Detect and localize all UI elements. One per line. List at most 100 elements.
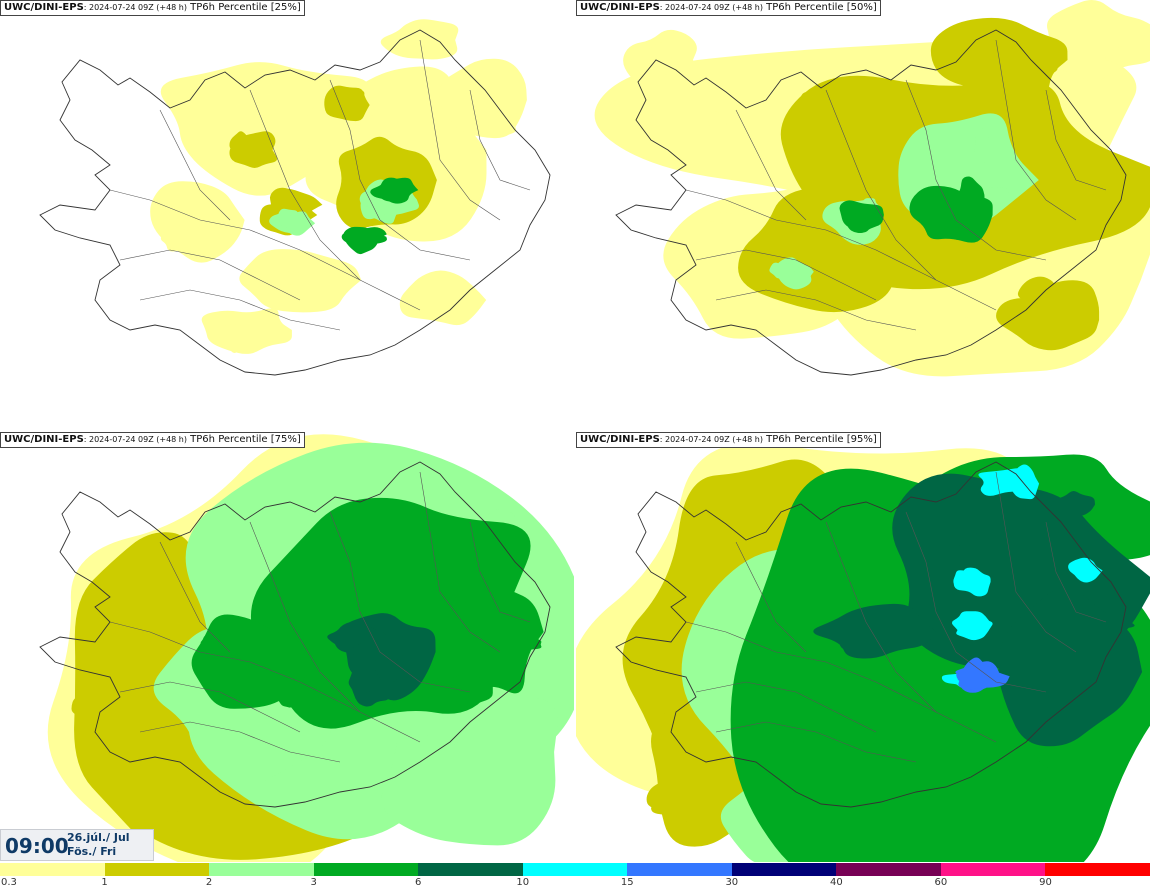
precip-area	[839, 640, 875, 654]
precip-area	[1035, 63, 1058, 75]
road-line	[735, 541, 807, 653]
legend-tick-label: 0.3	[1, 877, 17, 888]
precip-area	[381, 670, 558, 846]
legend-swatch	[313, 863, 419, 876]
precip-area	[285, 211, 316, 236]
precip-area	[282, 270, 300, 285]
precip-area	[121, 567, 148, 596]
panel-title: UWC/DINI-EPS: 2024-07-24 09Z (+48 h) TP6…	[576, 0, 881, 16]
color-legend-bar	[0, 863, 1150, 876]
precip-area	[1049, 167, 1077, 180]
road-line	[159, 109, 231, 221]
road-line	[419, 39, 501, 221]
precip-area	[683, 805, 724, 834]
precip-area	[275, 677, 298, 708]
road-line	[329, 511, 471, 693]
road-line	[139, 289, 341, 331]
legend-swatch	[209, 863, 314, 876]
precip-area	[71, 694, 115, 717]
precip-area	[957, 176, 985, 215]
coastline	[39, 29, 551, 376]
precip-area	[373, 657, 406, 683]
legend-swatch	[522, 863, 628, 876]
precip-area	[1096, 614, 1136, 629]
legend-swatch	[627, 863, 732, 876]
precip-area	[953, 530, 989, 547]
legend-tick-label: 2	[205, 877, 213, 888]
legend-swatch	[836, 863, 941, 876]
precip-area	[956, 619, 993, 641]
road-line	[469, 89, 531, 191]
road-line	[469, 521, 531, 623]
panel-title: UWC/DINI-EPS: 2024-07-24 09Z (+48 h) TP6…	[0, 0, 305, 16]
precip-area	[998, 587, 1143, 747]
legend-tick-label: 1	[101, 877, 108, 888]
road-line	[825, 89, 937, 281]
road-line	[1045, 521, 1107, 623]
precip-area	[486, 109, 517, 136]
precip-area	[651, 797, 684, 815]
precip-area	[348, 668, 370, 697]
road-line	[249, 521, 361, 713]
road-line	[905, 511, 1047, 693]
precip-area	[1055, 688, 1076, 713]
precip-area	[695, 514, 726, 539]
road-line	[735, 109, 807, 221]
road-line	[905, 79, 1047, 261]
precip-area	[996, 280, 1100, 351]
precip-area	[769, 262, 796, 280]
precip-map-p50	[576, 0, 1150, 430]
coastline	[39, 461, 551, 808]
legend-swatch	[731, 863, 837, 876]
road-line	[249, 89, 361, 281]
valid-time-hour: 09:00	[5, 834, 69, 858]
precip-area	[1105, 46, 1135, 66]
coastline	[615, 461, 1127, 808]
precip-area	[491, 637, 542, 652]
precip-area	[849, 216, 881, 228]
precip-area	[957, 665, 999, 690]
precip-area	[352, 639, 379, 660]
precip-area	[1051, 490, 1095, 517]
road-line	[109, 189, 421, 311]
precip-area	[793, 732, 813, 745]
road-line	[685, 189, 997, 311]
precip-area	[974, 128, 991, 165]
legend-tick-label: 15	[620, 877, 634, 888]
precip-area	[90, 763, 113, 786]
precip-area	[229, 131, 251, 151]
precip-area	[642, 41, 673, 78]
legend-tick-label: 3	[310, 877, 317, 888]
precip-area	[441, 671, 493, 706]
road-line	[995, 39, 1077, 221]
legend-tick-label: 6	[414, 877, 422, 888]
road-line	[825, 521, 937, 713]
legend-swatch	[0, 863, 105, 876]
precip-area	[343, 88, 365, 111]
road-line	[695, 681, 877, 733]
panel-title: UWC/DINI-EPS: 2024-07-24 09Z (+48 h) TP6…	[0, 432, 305, 448]
road-line	[329, 79, 471, 261]
road-line	[1045, 89, 1107, 191]
precip-area	[1068, 557, 1103, 583]
precip-area	[398, 632, 425, 659]
road-line	[119, 249, 301, 301]
road-line	[715, 721, 917, 763]
legend-tick-label: 10	[516, 877, 530, 888]
precip-map-p95	[576, 432, 1150, 862]
precip-area	[1006, 754, 1049, 784]
panel-title: UWC/DINI-EPS: 2024-07-24 09Z (+48 h) TP6…	[576, 432, 881, 448]
precip-area	[327, 621, 374, 648]
precip-area	[219, 324, 247, 354]
precip-area	[953, 570, 975, 590]
valid-time-box: 09:00 26.júl./ Jul Fös./ Fri	[0, 829, 154, 861]
legend-tick-label: 90	[1039, 877, 1052, 888]
precip-map-p25	[0, 0, 574, 430]
precip-area	[708, 111, 727, 137]
precip-area	[947, 214, 977, 232]
legend-swatch	[418, 863, 523, 876]
map-panel-p95: UWC/DINI-EPS: 2024-07-24 09Z (+48 h) TP6…	[576, 432, 1150, 862]
legend-tick-label: 40	[829, 877, 843, 888]
road-line	[695, 249, 877, 301]
legend-swatch	[104, 863, 210, 876]
